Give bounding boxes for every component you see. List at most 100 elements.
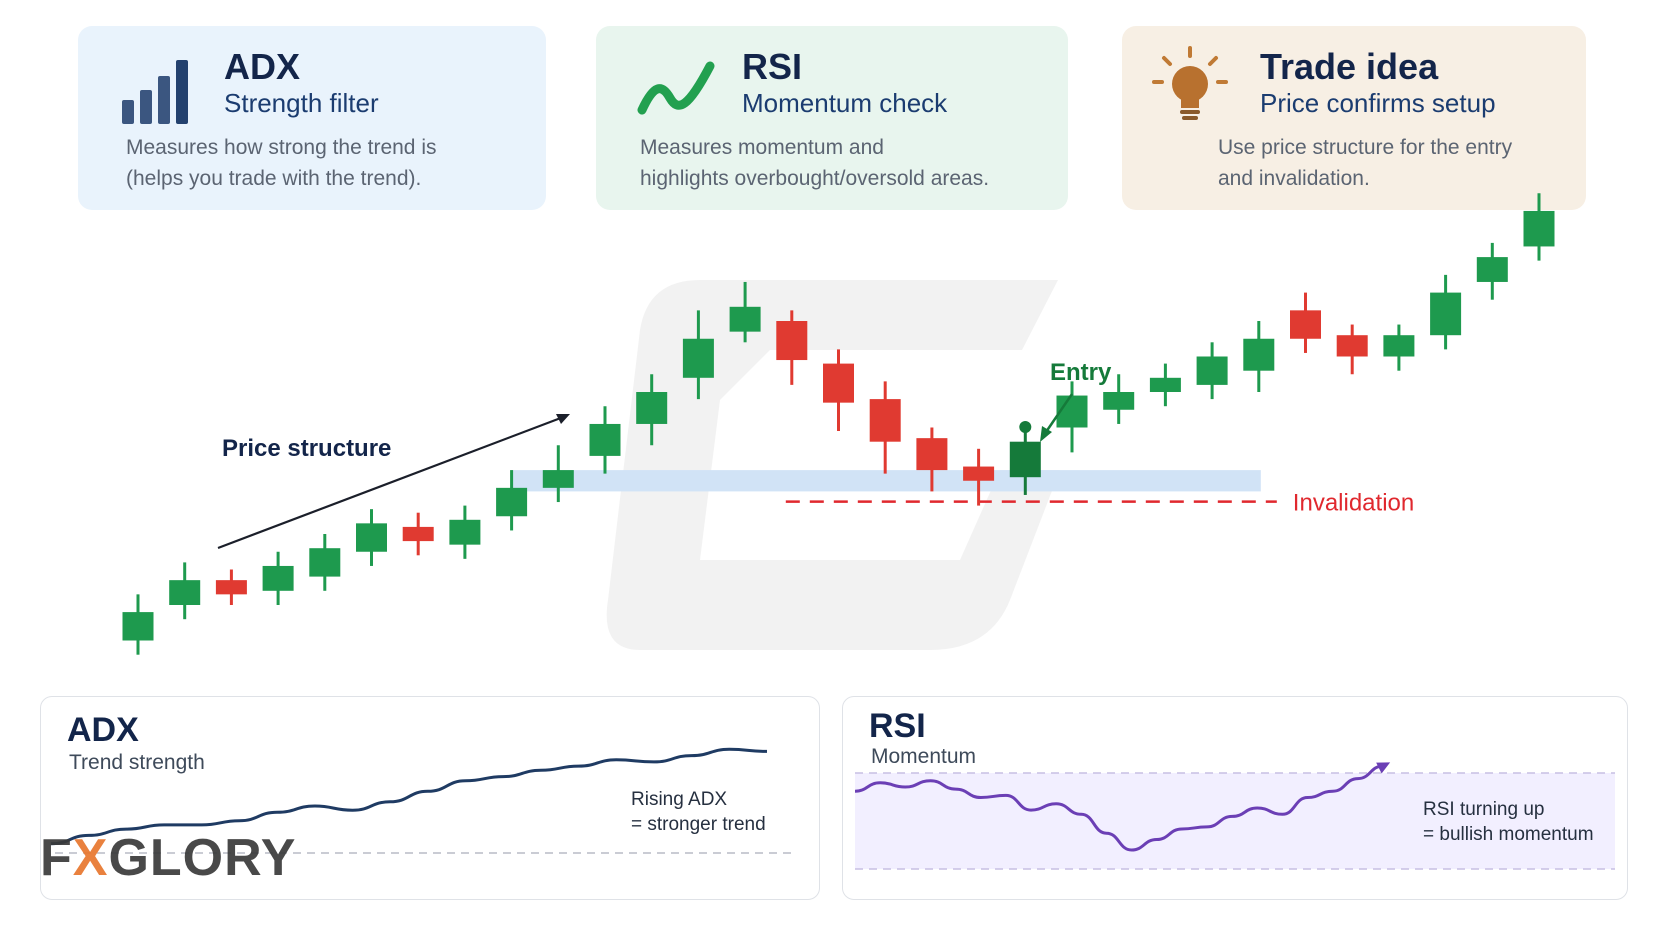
- bullish-candle: [636, 374, 668, 446]
- bullish-candle: [1523, 193, 1555, 261]
- card-description: Use price structure for the entry and in…: [1218, 132, 1512, 194]
- price-structure-arrowhead: [556, 414, 570, 424]
- candle-body: [869, 399, 901, 442]
- bullish-candle: [1103, 374, 1135, 424]
- card-description: Measures how strong the trend is (helps …: [126, 132, 437, 194]
- bearish-candle: [916, 427, 948, 492]
- adx-note-line: Rising ADX: [631, 789, 728, 810]
- card-subtitle: Momentum check: [742, 88, 948, 118]
- adx-note: Rising ADX = stronger trend: [631, 787, 766, 837]
- bullish-candle: [449, 505, 481, 559]
- rsi-band: [855, 773, 1615, 869]
- candle-body: [776, 321, 808, 361]
- bar-chart-icon: [122, 60, 188, 124]
- card-description-line: Measures how strong the trend is: [126, 136, 437, 159]
- bullish-candle: [1149, 363, 1181, 407]
- trend-wave-icon: [637, 61, 715, 115]
- candle-body: [963, 466, 995, 481]
- rsi-note-line: = bullish momentum: [1423, 824, 1594, 845]
- candle-body: [682, 338, 714, 378]
- rsi-note-line: RSI turning up: [1423, 799, 1545, 820]
- bullish-candle: [1383, 324, 1415, 371]
- bullish-candle: [169, 562, 201, 620]
- candlestick-chart: Invalidation Price structure Entry: [122, 193, 1555, 655]
- candle-body: [309, 548, 341, 577]
- candle-body: [402, 526, 434, 542]
- candle-body: [1523, 210, 1555, 247]
- candle-body: [636, 392, 668, 424]
- candle-body: [1476, 257, 1508, 282]
- adx-panel-title: ADX: [67, 711, 139, 749]
- candle-body: [122, 612, 154, 641]
- bullish-candle: [589, 406, 621, 474]
- bullish-candle: [356, 509, 387, 566]
- candle-body: [729, 306, 761, 332]
- adx-info-card: ADX Strength filter Measures how strong …: [78, 26, 546, 210]
- card-title: ADX: [224, 46, 301, 87]
- bearish-candle: [776, 310, 808, 385]
- rsi-line: [854, 764, 1384, 852]
- support-zone: [511, 470, 1261, 492]
- brand-watermark-part: GLORY: [108, 829, 297, 887]
- bullish-candle: [542, 445, 574, 503]
- rsi-info-card: RSI Momentum check Measures momentum and…: [596, 26, 1068, 210]
- adx-panel-subtitle: Trend strength: [69, 751, 205, 774]
- bullish-candle: [1476, 242, 1508, 300]
- candle-body: [262, 565, 294, 591]
- bearish-candle: [869, 381, 901, 474]
- candle-body: [496, 487, 528, 517]
- rsi-arrowhead: [1376, 762, 1391, 774]
- candle-body: [1430, 292, 1462, 336]
- candle-body: [916, 438, 948, 471]
- candle-body: [589, 423, 621, 456]
- candle-body: [1149, 377, 1181, 392]
- candle-body: [1336, 335, 1368, 357]
- bullish-candle: [122, 594, 154, 655]
- card-description-line: Measures momentum and: [640, 136, 884, 159]
- entry-label: Entry: [1050, 359, 1112, 386]
- adx-line: [50, 747, 768, 846]
- rsi-panel-title: RSI: [869, 707, 926, 745]
- bullish-candle: [1009, 431, 1041, 495]
- candle-body: [169, 580, 201, 605]
- brand-watermark: FXGLORY: [40, 828, 296, 888]
- adx-note-line: = stronger trend: [631, 814, 766, 835]
- bearish-candle: [1290, 292, 1321, 353]
- card-subtitle: Price confirms setup: [1260, 88, 1496, 118]
- invalidation-label: Invalidation: [1293, 490, 1414, 517]
- brand-watermark-x: X: [72, 829, 109, 887]
- price-structure-arrow: [217, 414, 567, 550]
- adx-panel: ADX Trend strength Rising ADX = stronger…: [40, 696, 820, 900]
- rsi-note: RSI turning up = bullish momentum: [1423, 797, 1594, 847]
- candle-body: [215, 580, 247, 595]
- adx-line-chart: [50, 747, 793, 854]
- card-description-line: and invalidation.: [1218, 167, 1370, 190]
- candle-body: [1056, 395, 1088, 428]
- entry-arrowhead: [1040, 426, 1052, 442]
- rsi-panel: RSI Momentum RSI turning up = bullish mo…: [842, 696, 1628, 900]
- candle-body: [356, 523, 387, 552]
- rsi-panel-subtitle: Momentum: [871, 745, 977, 768]
- rsi-line-chart: [854, 762, 1615, 870]
- bearish-candle: [1336, 324, 1368, 375]
- card-description-line: Use price structure for the entry: [1218, 136, 1513, 159]
- bullish-candle: [1430, 274, 1462, 350]
- bearish-candle: [215, 569, 247, 605]
- bullish-candle: [682, 310, 714, 400]
- candle-body: [1290, 310, 1321, 339]
- bearish-candle: [963, 448, 995, 506]
- candle-body: [1383, 335, 1415, 357]
- price-structure-label: Price structure: [222, 435, 391, 462]
- trade-idea-card: Trade idea Price confirms setup Use pric…: [1122, 26, 1586, 210]
- bullish-candle: [1056, 381, 1088, 453]
- card-title: Trade idea: [1260, 46, 1439, 87]
- bullish-candle: [1196, 342, 1228, 400]
- candles: [122, 193, 1555, 655]
- candle-body: [1009, 441, 1041, 478]
- entry-arrow: [1044, 393, 1074, 433]
- bullish-candle: [1243, 321, 1275, 392]
- card-description-line: (helps you trade with the trend).: [126, 167, 422, 190]
- card-description: Measures momentum and highlights overbou…: [640, 132, 989, 194]
- entry-marker: [1019, 421, 1032, 434]
- candle-body: [449, 519, 481, 545]
